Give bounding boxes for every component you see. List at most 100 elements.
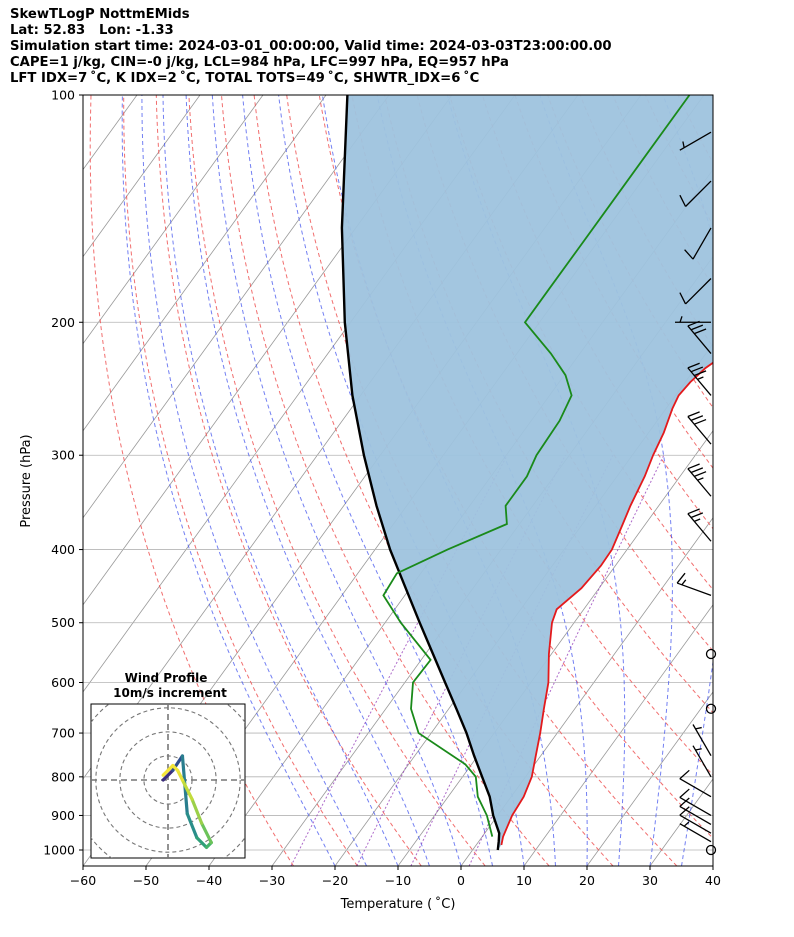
wind-barb [679,806,712,834]
barb-staff [687,513,712,542]
wind-barb [679,131,712,151]
header-stability-indices: LFT IDX=7 ˚C, K IDX=2 ˚C, TOTAL TOTS=49 … [10,71,480,86]
y-tick-label: 400 [51,542,75,557]
barb-staff [687,367,712,396]
hodograph-title: Wind Profile [125,671,208,685]
hodograph-segment [185,812,199,840]
barb-full-flag [679,769,690,780]
wind-barb [679,797,712,826]
y-tick-label: 700 [51,726,75,741]
wind-barb [687,320,712,354]
barb-half-flag [694,518,701,522]
barb-full-flag [690,467,704,474]
moist-adiabat-line [662,95,713,866]
wind-barb [687,463,712,497]
y-axis-label: Pressure (hPa) [19,434,34,527]
y-tick-label: 900 [51,808,75,823]
header-times: Simulation start time: 2024-03-01_00:00:… [10,39,612,54]
y-tick-label: 100 [51,88,75,103]
parcel-trace [340,95,501,851]
barb-half-flag [679,316,683,323]
moist-adiabat-line [121,95,336,866]
calm-wind-circle [705,844,717,856]
x-tick-label: 10 [516,873,532,888]
barb-full-flag [690,324,704,331]
barb-staff [685,278,712,305]
barb-full-flag [690,366,704,373]
barb-staff [687,416,712,445]
wind-barb [676,572,712,596]
dry-adiabat-line [221,95,550,866]
wind-barb [684,227,712,260]
barb-staff [679,796,712,817]
wind-barb [679,821,712,843]
calm-wind-circle [705,648,717,660]
wind-barb [705,648,717,660]
chart-header: SkewTLogP NottmEMids Lat: 52.83 Lon: -1.… [10,7,612,87]
barb-staff [692,724,712,756]
y-tick-label: 600 [51,675,75,690]
x-tick-label: −60 [70,873,96,888]
barb-half-flag [682,141,685,148]
wind-barb [687,411,712,445]
y-tick-label: 300 [51,448,75,463]
hodograph-segment [161,768,170,777]
wind-barb [679,769,712,798]
moist-adiabat-line [162,95,399,866]
isotherm-line [83,95,201,258]
barb-staff [679,778,712,798]
x-tick-label: 0 [457,873,465,888]
mixing-ratio-line [290,454,508,866]
y-tick-label: 500 [51,615,75,630]
barb-staff [687,468,712,497]
isotherm-line [83,95,390,519]
barb-staff [679,814,712,834]
hodograph-segment [161,768,175,782]
x-tick-label: −30 [259,873,285,888]
wind-barb [679,788,712,817]
y-tick-label: 200 [51,315,75,330]
wind-barb [705,703,717,714]
barb-full-flag [679,788,690,798]
isotherm-line [460,517,713,866]
barb-staff [676,582,712,596]
hodograph-segment [176,768,185,782]
moist-adiabat-line [185,95,430,866]
isotherm-line [83,95,327,432]
barb-full-flag [679,797,690,807]
x-tick-label: 20 [579,873,595,888]
y-tick-label: 800 [51,769,75,784]
dry-adiabat-line [286,95,678,866]
barb-half-flag [697,477,704,481]
barb-half-flag [695,748,702,751]
header-cape-indices: CAPE=1 j/kg, CIN=-0 j/kg, LCL=984 hPa, L… [10,55,509,70]
barb-half-flag [683,821,690,827]
isotherm-line [0,95,11,866]
dewpoint-trace [382,95,691,837]
hodograph-segment [195,836,209,849]
barb-full-flag [687,508,700,515]
y-tick-label: 1000 [43,843,75,858]
barb-full-flag [679,194,687,207]
isotherm-line [83,95,264,345]
hodograph-segment [180,778,194,801]
calm-wind-circle [705,703,717,714]
header-location: Lat: 52.83 Lon: -1.33 [10,23,174,38]
dry-adiabat-line [188,95,486,866]
hodograph-segment [200,821,213,845]
moist-adiabat-line [446,95,626,866]
barb-full-flag [690,512,704,519]
moist-adiabat-line [712,863,713,866]
barb-full-flag [694,471,707,477]
wind-barb [675,316,711,323]
wind-barb [679,278,712,305]
isotherm-line [776,95,794,866]
dry-adiabat-line [123,95,358,866]
moist-adiabat-line [211,95,462,866]
wind-barb [687,362,712,396]
barb-half-flag [695,726,702,730]
barb-staff [679,131,712,151]
barb-full-flag [694,370,707,377]
isotherm-line [586,691,713,866]
barb-staff [687,325,712,354]
